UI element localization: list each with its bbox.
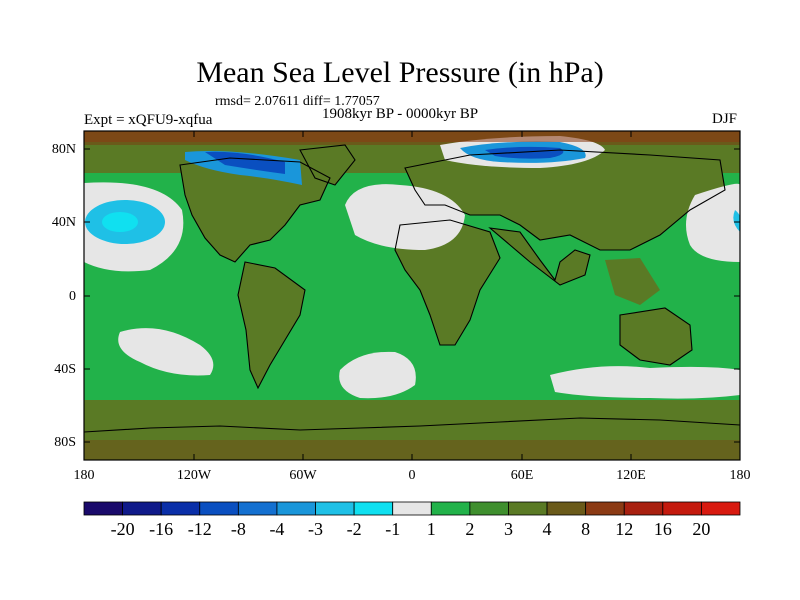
positive-anomaly-patches	[84, 131, 740, 460]
lon-label-0: 0	[408, 468, 416, 483]
lon-label-60w: 60W	[289, 468, 317, 483]
east-pacific-neutral	[686, 183, 740, 262]
colorbar-box	[392, 501, 432, 516]
land-masses	[180, 145, 725, 388]
lon-label-120e: 120E	[616, 468, 646, 483]
colorbar-label: -20	[110, 519, 135, 539]
lat-label-40s: 40S	[54, 362, 76, 377]
colorbar-label: -8	[230, 519, 246, 539]
colorbar-label: -1	[385, 519, 401, 539]
colorbar-box	[83, 501, 123, 516]
colorbar-box	[585, 501, 625, 516]
colorbar-box	[508, 501, 548, 516]
colorbar-label: 12	[615, 519, 634, 539]
colorbar-box	[353, 501, 394, 516]
colorbar-box	[623, 501, 664, 516]
colorbar-label: -2	[346, 519, 362, 539]
lat-label-80n: 80N	[51, 142, 76, 157]
colorbar-label: -12	[187, 519, 212, 539]
south-atlantic-neutral	[339, 351, 416, 399]
colorbar-box	[237, 501, 278, 516]
colorbar-label: 3	[503, 519, 513, 539]
time-period: 1908kyr BP - 0000kyr BP	[322, 106, 479, 122]
lon-label-180e: 180	[729, 468, 751, 483]
aleutian-low-core	[102, 212, 138, 232]
colorbar-box	[546, 501, 587, 516]
south-indian-neutral	[550, 366, 740, 399]
colorbar-label: -16	[149, 519, 174, 539]
coast-south-america	[237, 261, 306, 390]
lon-label-180w: 180	[73, 468, 95, 483]
western-pacific-region	[605, 258, 660, 305]
south-pacific-neutral	[118, 328, 214, 376]
colorbar-box	[199, 501, 239, 516]
arabia-india	[490, 228, 590, 285]
colorbar-box	[160, 501, 201, 516]
colorbar-box	[430, 501, 471, 516]
colorbar-box	[469, 501, 509, 516]
colorbar-label: -4	[269, 519, 285, 539]
coast-africa	[394, 219, 501, 346]
north-atlantic-neutral	[345, 184, 465, 250]
lon-label-60e: 60E	[510, 468, 534, 483]
colorbar-box	[315, 501, 355, 516]
antarctic-positive-edge	[84, 440, 740, 460]
colorbar-label: 20	[692, 519, 711, 539]
colorbar-box	[701, 501, 741, 516]
neutral-anomaly-regions	[84, 182, 740, 399]
lat-label-80s: 80S	[54, 435, 76, 450]
colorbar-label: 2	[465, 519, 475, 539]
rmsd-diff-stats: rmsd= 2.07611 diff= 1.77057	[215, 94, 380, 109]
season-label: DJF	[712, 111, 738, 127]
coast-australia	[619, 307, 693, 366]
experiment-label: Expt = xQFU9-xqfua	[84, 112, 213, 128]
colorbar-label: 8	[581, 519, 591, 539]
coast-antarctica	[84, 417, 740, 433]
africa	[395, 220, 500, 345]
coast-north-america	[179, 157, 331, 263]
south-america	[238, 262, 305, 388]
north-america	[180, 158, 330, 262]
colorbar-label: -3	[308, 519, 324, 539]
colorbar-label: 4	[542, 519, 552, 539]
coast-greenland	[299, 144, 356, 186]
colorbar-boxes	[83, 501, 741, 516]
east-edge-low	[733, 210, 740, 232]
colorbar-label: 1	[426, 519, 436, 539]
colorbar-box	[662, 501, 702, 516]
lat-label-0: 0	[69, 289, 76, 304]
map-title: Mean Sea Level Pressure (in hPa)	[196, 56, 604, 89]
north-america-arctic-core	[205, 151, 285, 174]
coastlines	[84, 144, 740, 433]
colorbar-box	[122, 501, 162, 516]
coast-arabia-india	[488, 227, 591, 286]
colorbar-box	[276, 501, 316, 516]
colorbar-label: 16	[653, 519, 672, 539]
siberian-low-core	[485, 146, 564, 159]
lon-label-120w: 120W	[176, 468, 212, 483]
coast-eurasia	[404, 149, 726, 251]
eurasia	[405, 150, 725, 250]
axis-ticks	[84, 131, 740, 460]
lat-label-40n: 40N	[51, 215, 76, 230]
australia	[620, 308, 692, 365]
